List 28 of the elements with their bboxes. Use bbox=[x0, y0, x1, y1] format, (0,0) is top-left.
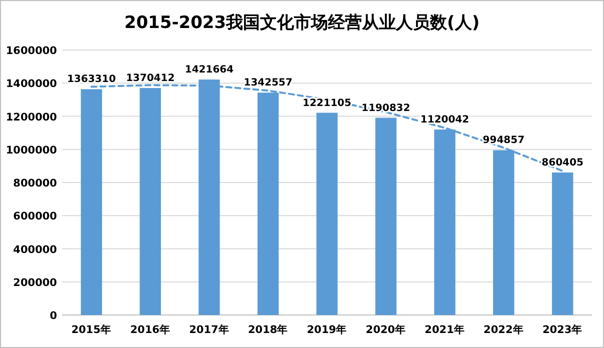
x-tick-label: 2018年 bbox=[248, 323, 288, 336]
data-label: 1363310 bbox=[67, 74, 116, 86]
y-tick-label: 200000 bbox=[13, 276, 57, 289]
bar bbox=[375, 118, 396, 315]
y-tick-label: 600000 bbox=[13, 210, 57, 223]
x-tick-label: 2023年 bbox=[542, 323, 583, 336]
y-tick-label: 1600000 bbox=[6, 45, 57, 57]
data-label: 1342557 bbox=[244, 78, 292, 89]
y-tick-label: 400000 bbox=[13, 244, 57, 256]
x-tick-label: 2017年 bbox=[189, 323, 230, 336]
data-label: 1370412 bbox=[126, 73, 175, 84]
y-tick-label: 1400000 bbox=[6, 78, 57, 90]
x-tick-label: 2021年 bbox=[424, 323, 465, 336]
data-label: 994857 bbox=[482, 135, 525, 146]
y-tick-label: 0 bbox=[50, 310, 57, 322]
data-label: 1421664 bbox=[184, 64, 234, 76]
x-tick-label: 2019年 bbox=[306, 323, 348, 336]
x-tick-label: 2022年 bbox=[484, 323, 524, 336]
y-tick-label: 800000 bbox=[13, 178, 57, 190]
bar bbox=[316, 112, 338, 315]
data-label: 860405 bbox=[542, 157, 584, 168]
x-tick-label: 2020年 bbox=[366, 323, 406, 336]
y-tick-label: 1000000 bbox=[6, 144, 57, 156]
x-tick-label: 2016年 bbox=[130, 323, 170, 336]
chart-title: 2015-2023我国文化市场经营从业人员数(人) bbox=[124, 13, 480, 33]
data-label: 1120042 bbox=[420, 114, 470, 126]
x-tick-label: 2015年 bbox=[71, 323, 112, 336]
y-tick-label: 1200000 bbox=[6, 111, 57, 124]
